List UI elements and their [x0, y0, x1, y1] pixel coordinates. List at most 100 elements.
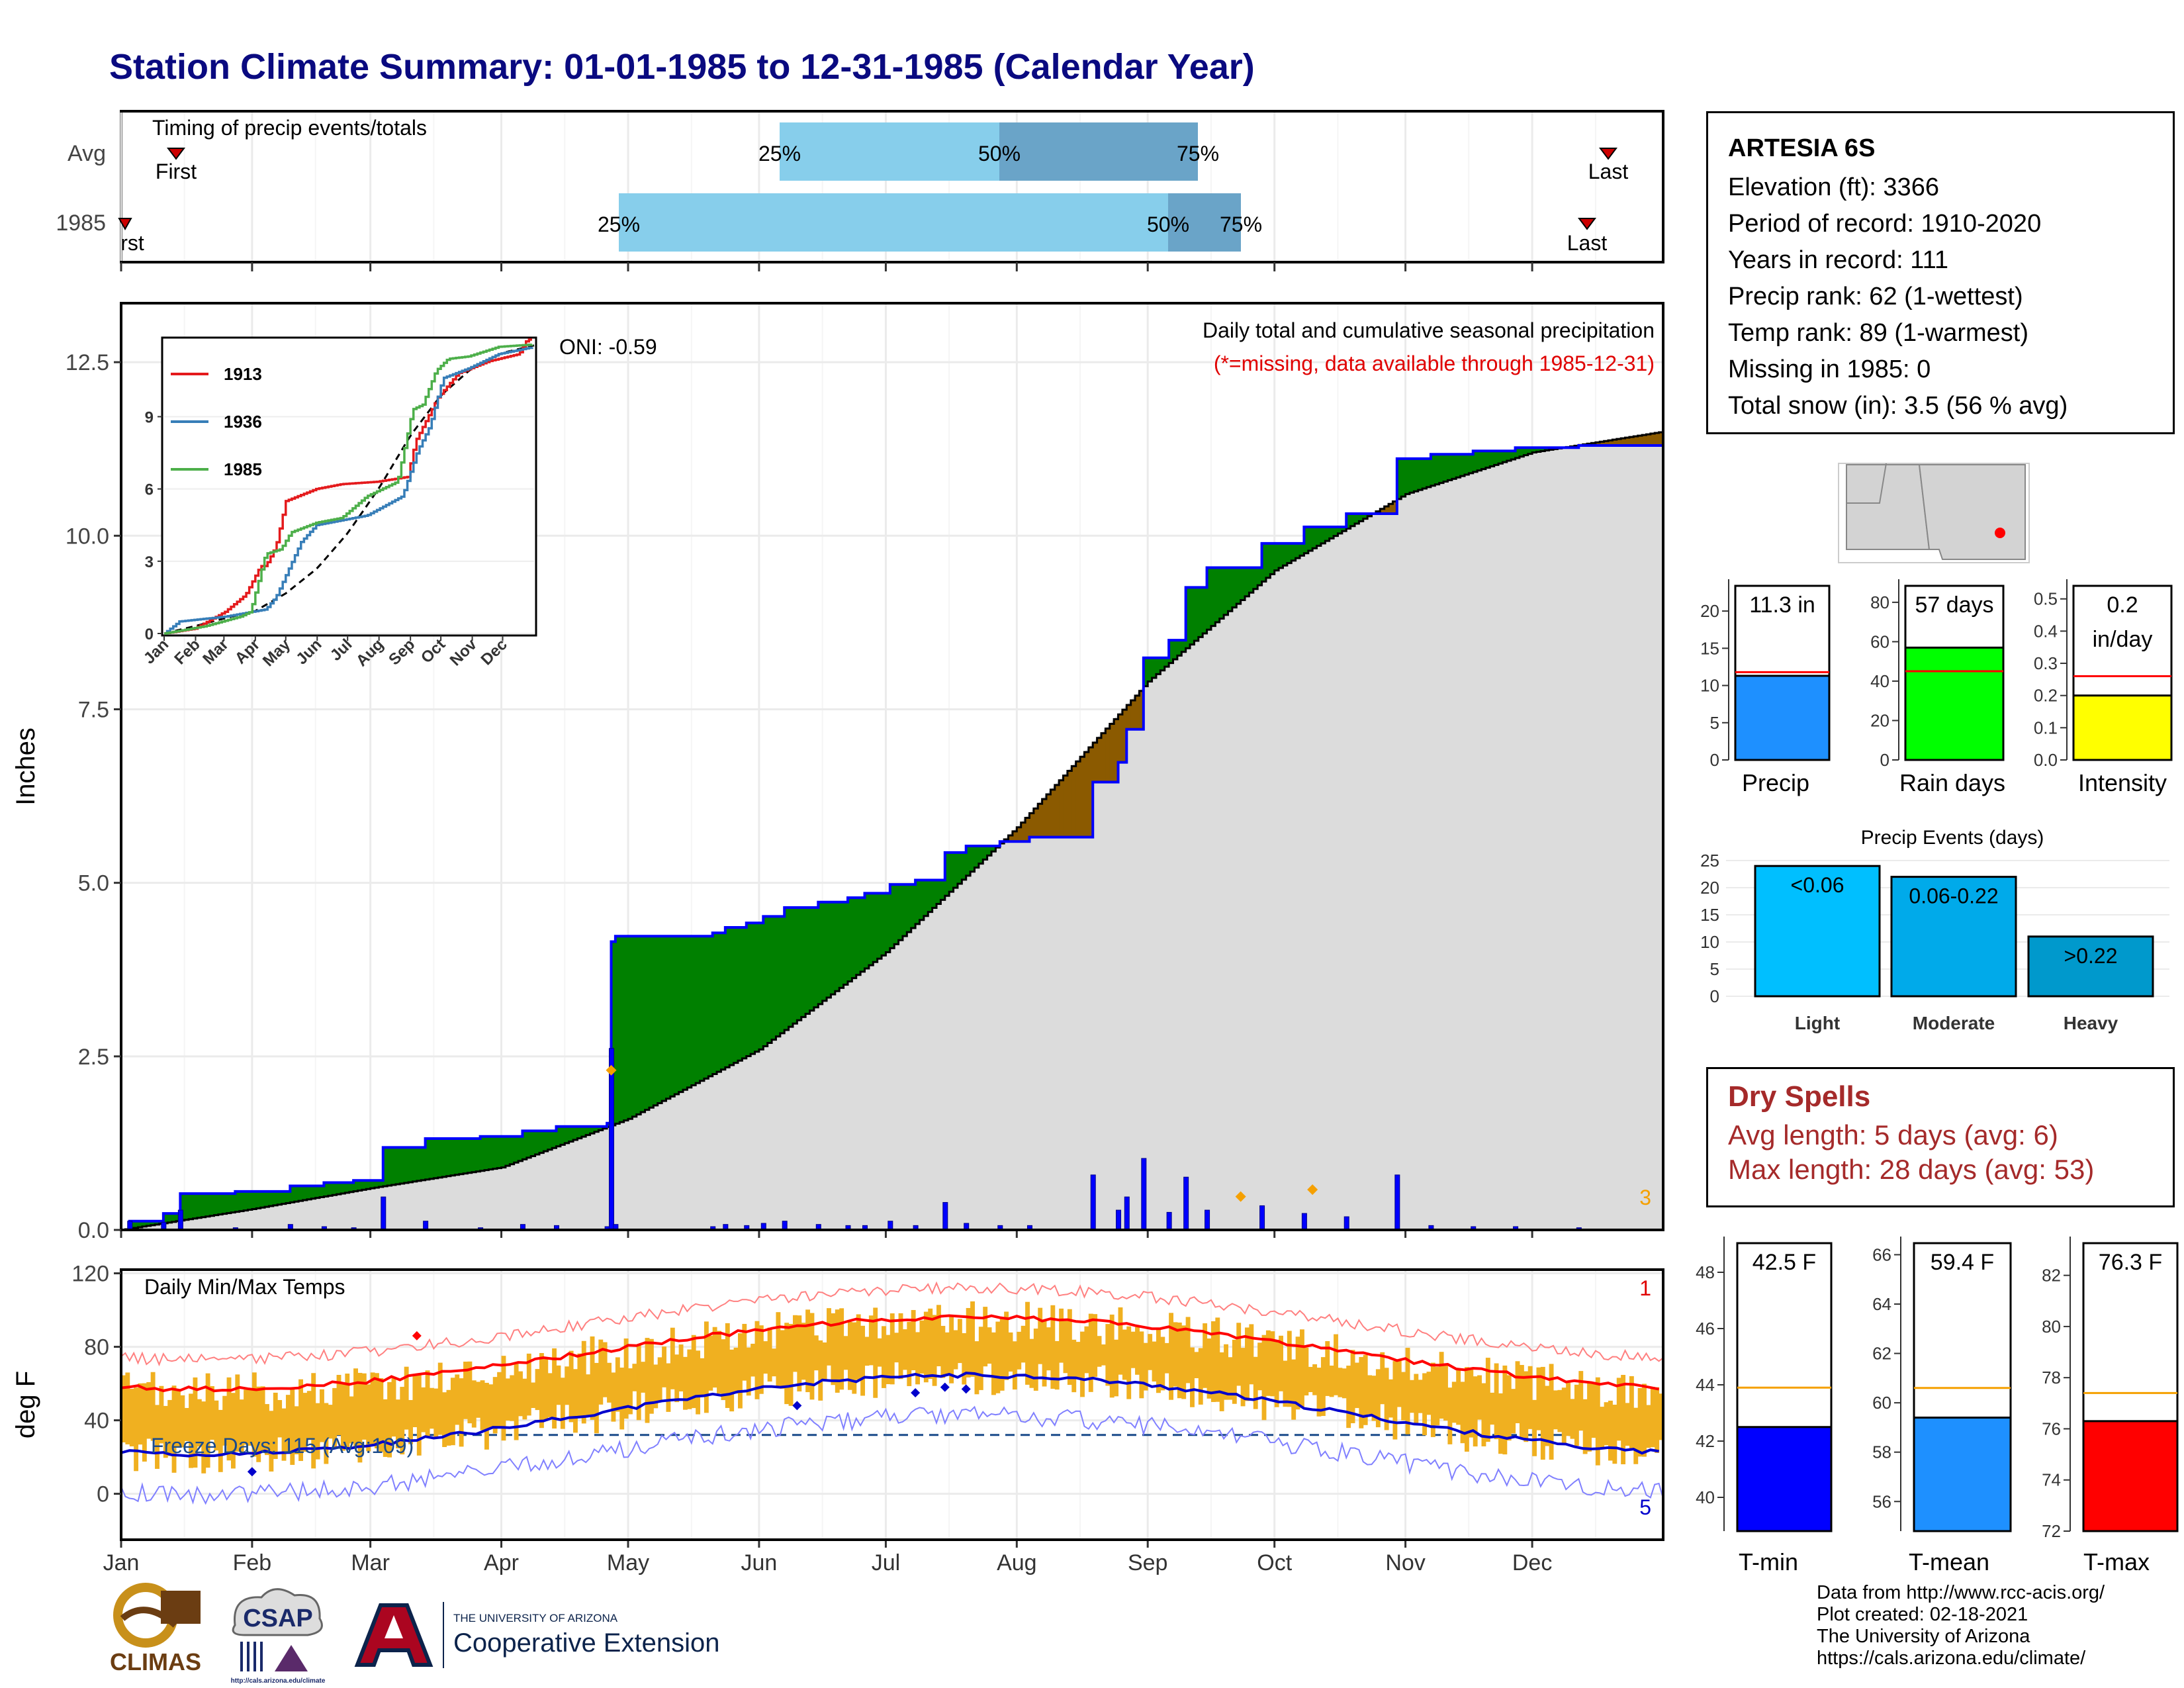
above-average-fill [1451, 454, 1457, 479]
daily-temp-bar [873, 1307, 878, 1398]
daily-temp-bar [822, 1342, 827, 1380]
daily-temp-bar [1524, 1371, 1529, 1442]
daily-temp-bar [1312, 1364, 1318, 1395]
daily-temp-bar [167, 1399, 173, 1456]
above-average-fill [565, 1126, 570, 1143]
daily-temp-bar [1114, 1339, 1119, 1397]
above-average-fill [882, 893, 887, 956]
above-average-fill [1430, 454, 1435, 486]
daily-temp-bar [1511, 1389, 1516, 1434]
temp-y-axis-label: deg F [11, 1371, 40, 1438]
daily-temp-bar [843, 1336, 848, 1370]
daily-temp-bar [539, 1353, 544, 1429]
above-average-fill [687, 936, 692, 1088]
inset-legend-label: 1936 [224, 412, 262, 432]
daily-temp-bar [623, 1338, 629, 1419]
daily-temp-bar [1380, 1352, 1385, 1405]
above-average-fill [180, 1194, 185, 1221]
month-label-jun: Jun [741, 1550, 778, 1575]
daily-temp-bar [856, 1314, 861, 1380]
daily-temp-bar [1033, 1329, 1038, 1391]
daily-temp-bar [1160, 1336, 1165, 1391]
daily-temp-bar [852, 1322, 857, 1394]
above-average-fill [244, 1191, 249, 1211]
above-average-fill [1527, 447, 1533, 454]
above-average-fill [1355, 514, 1359, 524]
daily-temp-bar [1549, 1364, 1554, 1460]
above-average-fill [1447, 454, 1453, 481]
daily-temp-bar [1177, 1322, 1182, 1399]
above-average-fill [547, 1131, 553, 1150]
above-average-fill [383, 1147, 388, 1187]
above-average-fill [1164, 657, 1169, 667]
csap-logo: CSAP http://cals.arizona.edu/climate [231, 1588, 326, 1685]
daily-temp-bar [1334, 1334, 1338, 1395]
daily-temp-bar [868, 1315, 874, 1366]
month-label-apr: Apr [484, 1550, 519, 1575]
daily-temp-bar [446, 1389, 451, 1446]
daily-temp-bar [1088, 1313, 1093, 1392]
above-average-fill [636, 936, 641, 1115]
daily-temp-bar [1578, 1371, 1584, 1431]
above-average-fill [400, 1147, 405, 1184]
daily-temp-bar [1447, 1387, 1453, 1444]
above-average-fill [953, 852, 958, 888]
above-average-fill [1418, 458, 1423, 491]
above-average-fill [1426, 458, 1432, 487]
above-average-fill [674, 936, 680, 1094]
precip-y-tick-label: 0.0 [78, 1218, 109, 1243]
daily-temp-bar [1265, 1330, 1271, 1396]
above-average-fill [729, 927, 735, 1066]
average-max-line [120, 1314, 1660, 1393]
above-average-fill [590, 1126, 595, 1134]
below-average-fill [1038, 804, 1043, 837]
daily-temp-bar [792, 1315, 797, 1372]
daily-temp-bar [1021, 1325, 1026, 1363]
below-average-fill [1633, 436, 1639, 445]
daily-temp-bar [657, 1357, 662, 1402]
daily-temp-bar [708, 1335, 713, 1391]
above-average-fill [818, 902, 823, 1004]
daily-temp-bar [505, 1378, 510, 1421]
above-average-fill [970, 845, 976, 872]
above-average-fill [488, 1136, 494, 1170]
daily-temp-bar [725, 1323, 730, 1408]
daily-temp-bar [1616, 1378, 1621, 1441]
month-label-jul: Jul [872, 1550, 900, 1575]
above-average-fill [1439, 454, 1444, 483]
daily-temp-bar [940, 1325, 946, 1378]
daily-temp-bar [1375, 1369, 1381, 1428]
daily-temp-bar [412, 1374, 418, 1428]
above-average-fill [1160, 657, 1165, 671]
daily-temp-bar [683, 1356, 688, 1410]
above-average-fill [463, 1139, 469, 1174]
daily-temp-bar [361, 1373, 367, 1440]
above-average-fill [911, 884, 916, 928]
above-average-fill [526, 1131, 531, 1158]
above-average-fill [1300, 543, 1304, 556]
above-average-fill [1316, 526, 1322, 546]
above-average-fill [581, 1126, 586, 1137]
daily-temp-bar [1506, 1375, 1512, 1441]
daily-temp-bar [184, 1407, 189, 1442]
above-average-fill [320, 1186, 325, 1197]
daily-temp-bar [235, 1374, 240, 1452]
above-average-fill [827, 902, 832, 998]
daily-temp-bar [345, 1374, 350, 1448]
daily-temp-bar [408, 1399, 413, 1444]
daily-temp-bar [1185, 1317, 1191, 1383]
above-average-fill [349, 1182, 354, 1192]
above-average-fill [1506, 451, 1512, 461]
daily-temp-bar [1633, 1407, 1639, 1464]
daily-precip-bar [608, 1048, 614, 1231]
below-average-fill [1109, 724, 1115, 782]
temp-count-max: 1 [1639, 1276, 1651, 1300]
above-average-fill [949, 852, 954, 892]
daily-temp-bar [459, 1378, 464, 1447]
month-label-jan: Jan [103, 1550, 140, 1575]
above-average-fill [1405, 458, 1410, 494]
temp-record-marker [940, 1382, 950, 1392]
above-average-fill [1210, 567, 1216, 626]
above-average-fill [1152, 657, 1157, 678]
above-average-fill [598, 1126, 604, 1131]
